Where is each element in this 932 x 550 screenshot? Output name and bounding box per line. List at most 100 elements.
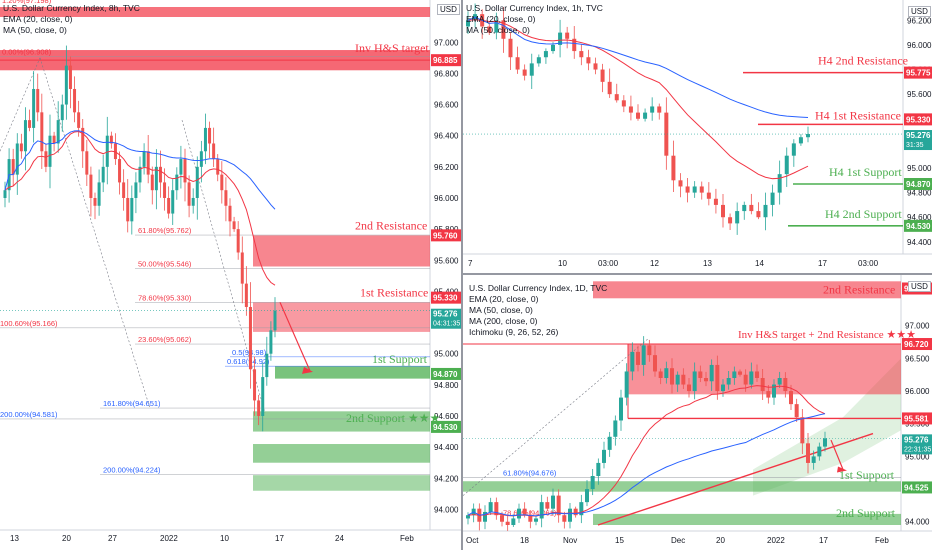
candle-body-1h[interactable] <box>706 192 711 199</box>
candle-body-8h[interactable] <box>183 159 187 183</box>
lower-support-zone-8h[interactable] <box>253 444 430 463</box>
candle-body-1d[interactable] <box>811 456 816 463</box>
candle-body-8h[interactable] <box>273 310 277 331</box>
price-tag-96885-bg[interactable] <box>431 54 461 67</box>
candle-body-1h[interactable] <box>713 198 718 205</box>
candle-body-1d[interactable] <box>743 374 748 385</box>
candle-body-1h[interactable] <box>628 106 633 113</box>
candle-body-1h[interactable] <box>650 106 655 113</box>
price-tag-94525-bg[interactable] <box>902 481 932 494</box>
candle-body-1d[interactable] <box>698 371 703 378</box>
candle-body-1h[interactable] <box>699 186 704 193</box>
candle-body-8h[interactable] <box>126 197 130 222</box>
candle-body-8h[interactable] <box>60 104 64 121</box>
candle-body-8h[interactable] <box>81 127 85 152</box>
candle-body-1h[interactable] <box>593 63 598 70</box>
candle-body-8h[interactable] <box>232 221 236 230</box>
candle-body-8h[interactable] <box>163 182 167 198</box>
candle-body-8h[interactable] <box>261 377 265 416</box>
candle-body-8h[interactable] <box>203 127 207 152</box>
candle-body-1d[interactable] <box>800 417 805 444</box>
candle-body-1h[interactable] <box>770 192 775 205</box>
candle-body-1d[interactable] <box>517 508 521 519</box>
candle-body-1h[interactable] <box>501 20 506 39</box>
candle-body-1d[interactable] <box>568 508 572 522</box>
candle-body-1h[interactable] <box>728 217 733 224</box>
candle-body-1h[interactable] <box>798 137 803 144</box>
candle-body-1h[interactable] <box>685 186 690 193</box>
price-tag-95330-bg[interactable] <box>431 291 461 304</box>
rising-trendline-1d[interactable] <box>597 432 874 526</box>
candle-body-1d[interactable] <box>630 351 635 372</box>
candle-body-1h[interactable] <box>522 69 527 76</box>
currency-badge-1h[interactable]: USD <box>908 6 931 17</box>
price-tag-1h-bg[interactable] <box>904 219 932 232</box>
candle-body-1d[interactable] <box>687 384 691 392</box>
candle-body-8h[interactable] <box>142 151 146 167</box>
candle-body-1d[interactable] <box>738 371 742 375</box>
candle-body-8h[interactable] <box>265 353 269 378</box>
candle-body-8h[interactable] <box>85 151 89 175</box>
candle-body-1d[interactable] <box>823 438 827 447</box>
candle-body-8h[interactable] <box>191 197 195 206</box>
candle-body-1d[interactable] <box>551 495 555 509</box>
currency-badge-1d[interactable]: USD <box>908 281 931 292</box>
price-tag-95760-bg[interactable] <box>431 229 461 242</box>
candle-body-1d[interactable] <box>590 476 595 490</box>
candle-body-1h[interactable] <box>664 112 669 156</box>
candle-body-8h[interactable] <box>257 400 261 416</box>
candle-body-8h[interactable] <box>158 166 162 183</box>
panel-divider-horizontal[interactable] <box>463 273 932 275</box>
candle-body-1d[interactable] <box>602 449 606 463</box>
candle-body-1d[interactable] <box>715 364 720 392</box>
candle-body-1d[interactable] <box>817 446 822 457</box>
candle-body-8h[interactable] <box>15 143 19 175</box>
candle-body-1d[interactable] <box>692 371 697 392</box>
candle-body-8h[interactable] <box>40 112 44 152</box>
candle-body-8h[interactable] <box>195 166 199 198</box>
current-price-tag-1h-bg[interactable] <box>904 130 932 151</box>
candle-body-1d[interactable] <box>732 371 737 378</box>
candle-body-8h[interactable] <box>52 135 56 144</box>
candle-body-1d[interactable] <box>545 502 550 509</box>
candle-body-1d[interactable] <box>596 462 601 476</box>
candle-body-1d[interactable] <box>664 368 669 378</box>
panel-divider-vertical[interactable] <box>461 0 463 550</box>
candle-body-8h[interactable] <box>28 120 32 128</box>
candle-body-1h[interactable] <box>607 81 612 95</box>
current-price-tag-8h-bg[interactable] <box>431 308 461 329</box>
candle-body-1d[interactable] <box>613 420 618 437</box>
candle-body-1h[interactable] <box>756 211 761 218</box>
price-tag-94530-bg[interactable] <box>431 420 461 433</box>
candle-body-8h[interactable] <box>212 143 216 160</box>
candle-body-1h[interactable] <box>565 32 570 39</box>
candle-body-8h[interactable] <box>68 65 72 89</box>
candle-body-1h[interactable] <box>515 57 520 70</box>
candle-body-1d[interactable] <box>794 404 799 418</box>
candle-body-1h[interactable] <box>806 134 810 138</box>
candle-body-1h[interactable] <box>494 20 499 33</box>
candle-body-8h[interactable] <box>130 197 134 222</box>
candle-body-1d[interactable] <box>647 345 652 356</box>
price-tag-95581-bg[interactable] <box>902 412 932 425</box>
candle-body-1h[interactable] <box>678 180 683 187</box>
candle-body-1h[interactable] <box>466 20 470 27</box>
candle-body-8h[interactable] <box>138 166 142 183</box>
candle-body-1d[interactable] <box>534 518 538 522</box>
candle-body-1h[interactable] <box>586 57 591 64</box>
candle-body-1d[interactable] <box>704 378 708 382</box>
first-support-zone-1d[interactable] <box>463 481 901 492</box>
candle-body-8h[interactable] <box>23 120 27 152</box>
candle-body-1h[interactable] <box>508 38 513 58</box>
candle-body-1d[interactable] <box>783 378 788 392</box>
candle-body-1d[interactable] <box>641 345 646 365</box>
candle-body-1h[interactable] <box>636 112 640 119</box>
candle-body-8h[interactable] <box>171 190 175 214</box>
second-support-zone-1d[interactable] <box>593 513 901 525</box>
candle-body-1h[interactable] <box>600 69 605 82</box>
candle-body-1d[interactable] <box>607 436 612 450</box>
candle-body-1h[interactable] <box>749 204 754 212</box>
candle-body-8h[interactable] <box>253 369 257 401</box>
second-support-zone-8h[interactable] <box>253 411 430 432</box>
candle-body-1h[interactable] <box>551 44 555 52</box>
